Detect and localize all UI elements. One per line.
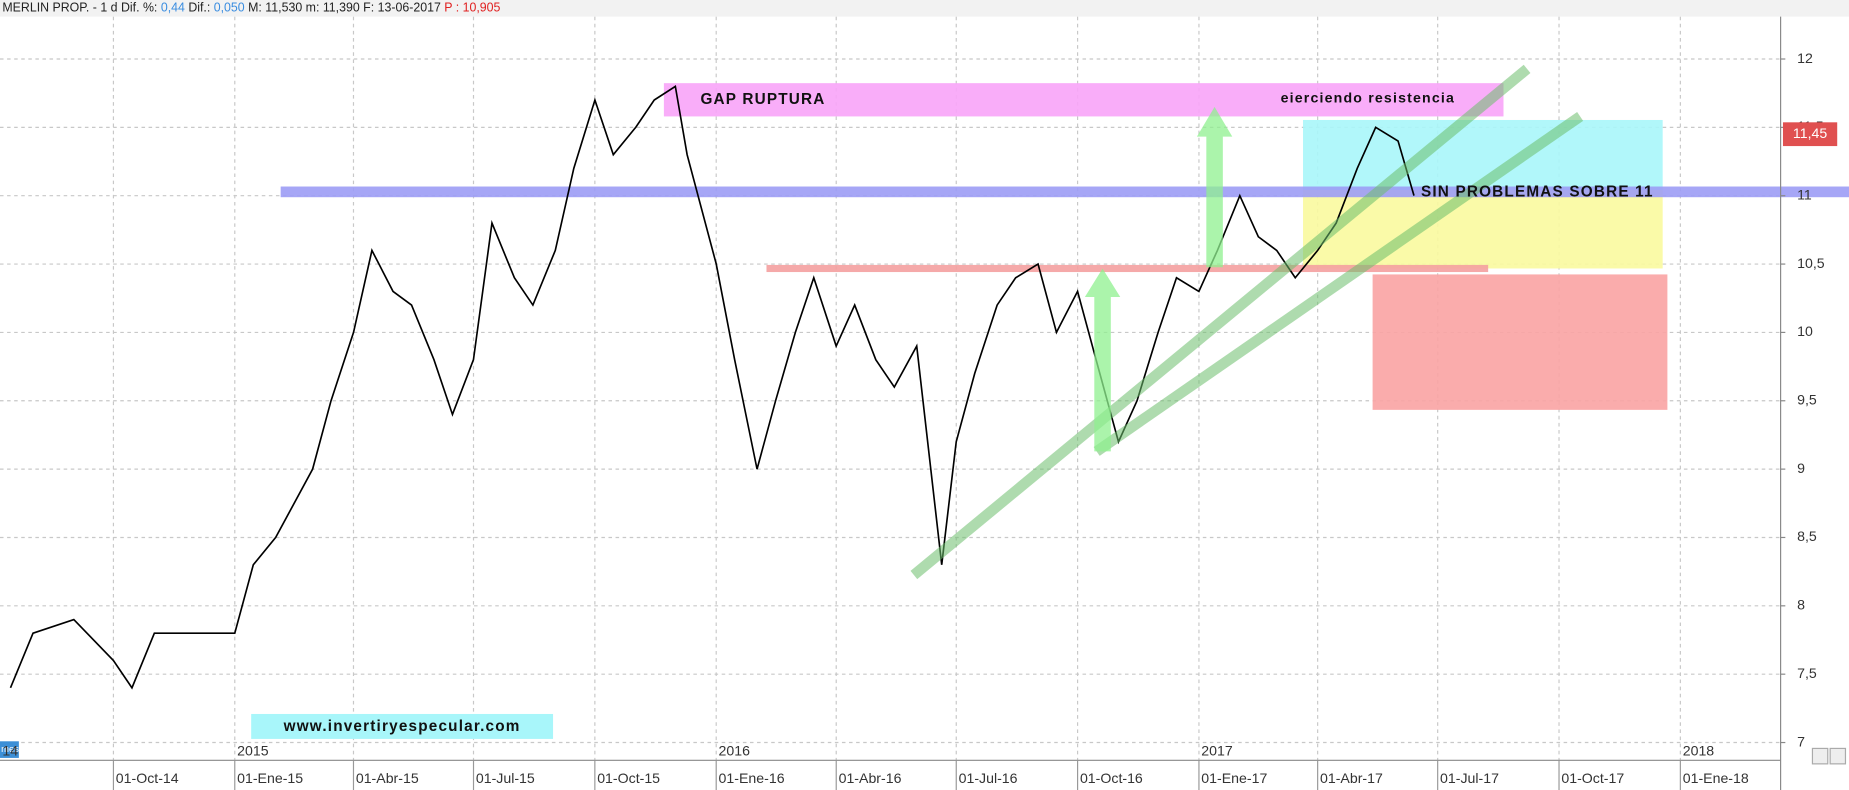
y-tick-label: 8	[1797, 598, 1805, 614]
header-name: MERLIN PROP. -	[2, 1, 97, 15]
header-label: Dif.:	[188, 1, 210, 15]
volume-tab-label: mes	[1, 744, 19, 755]
price-line	[9, 84, 1415, 690]
gap-zone	[663, 83, 1504, 117]
header-label: F:	[363, 1, 374, 15]
x-tick-label: 01-Oct-16	[1080, 771, 1143, 787]
price-tag	[1782, 122, 1838, 147]
year-label: 2017	[1201, 744, 1233, 760]
header-bar	[0, 0, 1849, 17]
header-value: 11,530	[265, 1, 302, 15]
header: MERLIN PROP. - 1 d Dif. %: 0,44 Dif.: 0,…	[2, 1, 500, 15]
y-tick-label: 11	[1797, 187, 1812, 203]
x-tick-label: 01-Oct-15	[597, 771, 660, 787]
year-label: 2018	[1683, 744, 1715, 760]
header-label: m:	[306, 1, 320, 15]
arrow	[1196, 106, 1233, 268]
y-tick-label: 10,5	[1797, 256, 1825, 272]
x-tick-label: 01-Ene-16	[719, 771, 785, 787]
header-value: 0,050	[214, 1, 245, 15]
risk-zone	[1372, 274, 1668, 410]
header-value: 13-06-2017	[378, 1, 441, 15]
header-value: 0,44	[161, 1, 185, 15]
x-tick-label: 01-Oct-14	[116, 771, 179, 787]
price-tag-label: 11,45	[1793, 126, 1827, 142]
trend-line	[910, 64, 1531, 580]
x-tick-label: 01-Abr-16	[839, 771, 902, 787]
settings-button[interactable]	[1829, 747, 1847, 765]
y-tick-label: 12	[1797, 51, 1813, 67]
y-tick-label: 9	[1797, 461, 1805, 477]
header-label: Dif. %:	[121, 1, 157, 15]
annotation: eierciendo resistencia	[1281, 90, 1455, 106]
x-tick-label: 01-Jul-16	[959, 771, 1018, 787]
trend-line	[1093, 112, 1584, 456]
x-tick-label: 01-Jul-17	[1440, 771, 1499, 787]
website-box	[251, 713, 554, 739]
x-tick-label: 01-Jul-15	[476, 771, 535, 787]
zoom-button[interactable]	[1811, 747, 1829, 765]
year-label: 2015	[237, 744, 269, 760]
y-tick-label: 7,5	[1797, 666, 1817, 682]
year-label: 2016	[719, 744, 751, 760]
x-tick-label: 01-Ene-17	[1201, 771, 1267, 787]
series	[9, 84, 1415, 690]
header-period: 1 d	[100, 1, 117, 15]
header-label: M:	[248, 1, 262, 15]
support-zone	[1303, 190, 1663, 269]
y-tick-label: 9,5	[1797, 392, 1817, 408]
volume-tab[interactable]	[0, 741, 19, 758]
x-tick-label: 01-Ene-15	[237, 771, 303, 787]
y-tick-label: 7	[1797, 734, 1805, 750]
annotation: GAP RUPTURA	[700, 91, 825, 108]
header-price: P : 10,905	[444, 1, 500, 15]
x-tick-label: 01-Oct-17	[1561, 771, 1624, 787]
arrow	[1084, 268, 1121, 452]
x-tick-label: 01-Ene-18	[1683, 771, 1749, 787]
support-line	[766, 264, 1489, 273]
annotation: SIN PROBLEMAS SOBRE 11	[1421, 183, 1654, 200]
resistance-band	[280, 186, 1849, 198]
x-tick-label: 01-Abr-17	[1320, 771, 1383, 787]
x-tick-label: 01-Abr-15	[356, 771, 419, 787]
header-value: 11,390	[323, 1, 360, 15]
website: www.invertiryespecular.com	[283, 718, 521, 735]
y-tick-label: 10	[1797, 324, 1813, 340]
y-tick-label: 8,5	[1797, 529, 1817, 545]
year-label: 14	[2, 744, 18, 760]
